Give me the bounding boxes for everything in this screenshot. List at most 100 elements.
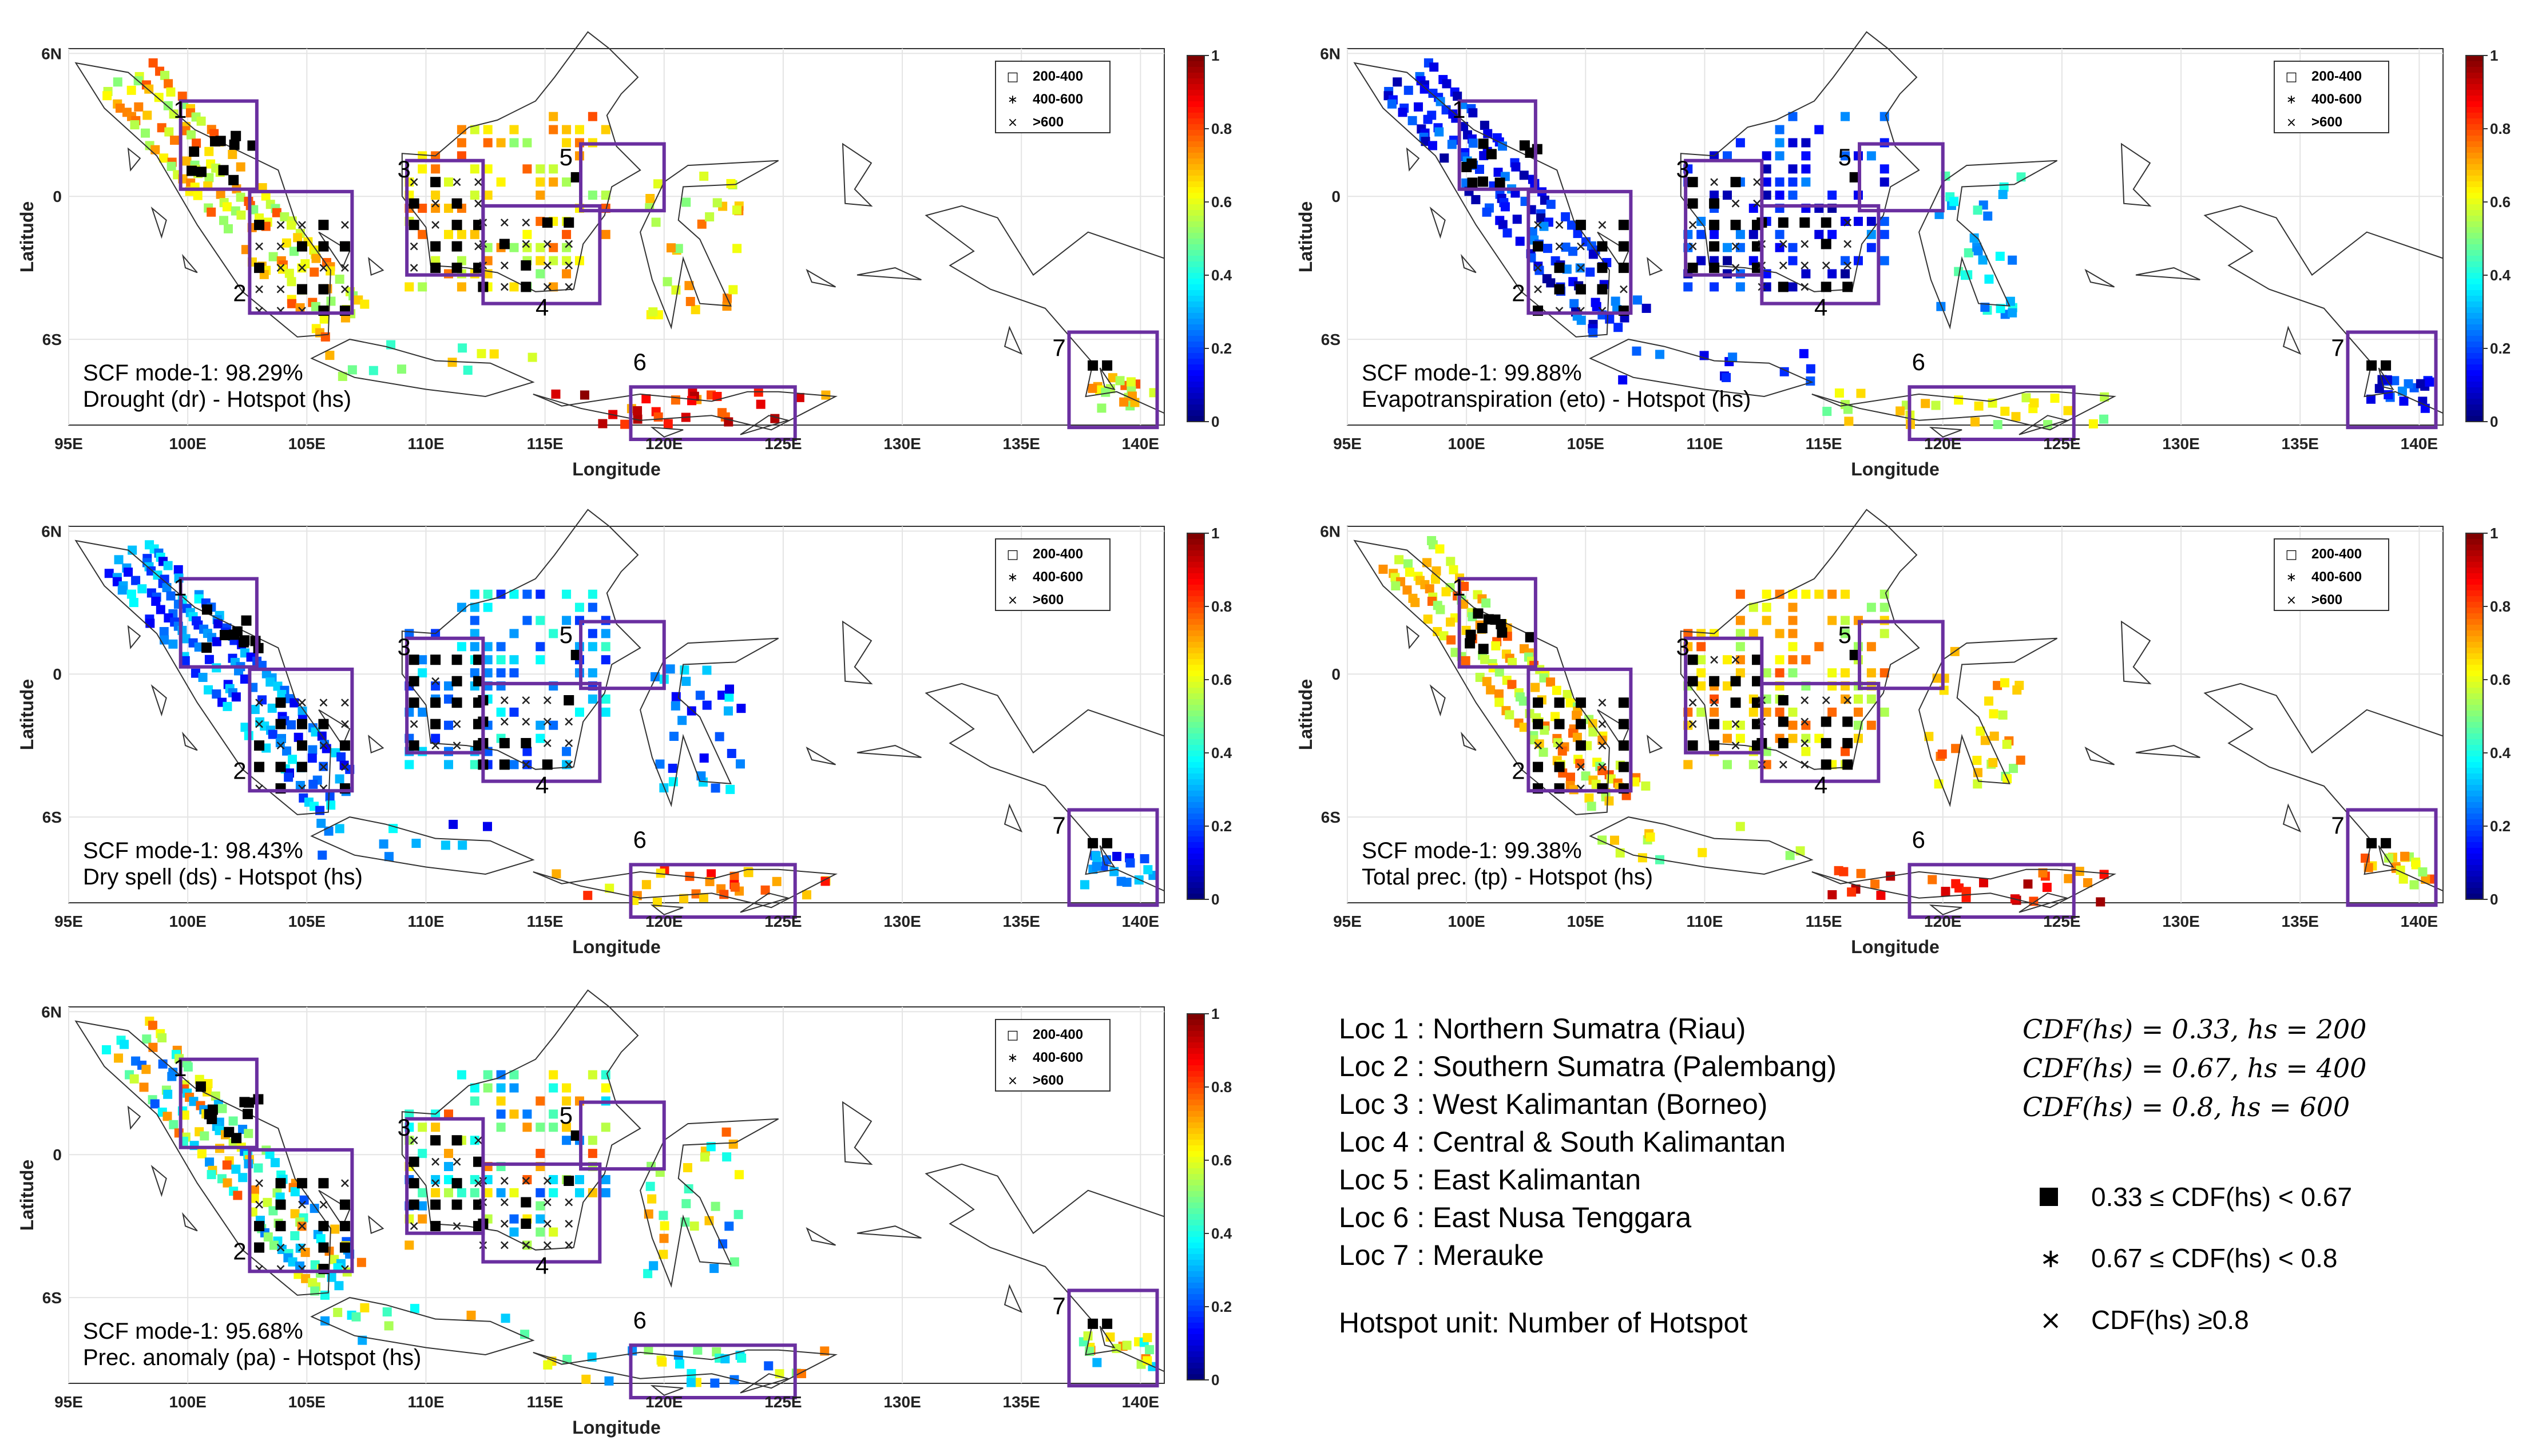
region-label: 7	[1052, 1292, 1065, 1319]
data-cell	[1403, 85, 1413, 95]
data-cell	[1423, 614, 1433, 624]
colorbar-segment	[1187, 1248, 1204, 1255]
data-cell	[231, 692, 241, 702]
data-cell	[1735, 822, 1745, 831]
data-cell	[656, 868, 665, 878]
region-box	[481, 681, 602, 783]
data-cell	[536, 1201, 545, 1211]
data-cell	[536, 269, 545, 279]
hotspot-square-marker	[1575, 220, 1586, 231]
data-cell	[1775, 177, 1784, 187]
colorbar-segment	[1187, 768, 1204, 774]
data-cell	[1762, 164, 1771, 174]
colorbar-segment	[2466, 181, 2483, 188]
hotspot-square-marker	[254, 761, 265, 772]
hotspot-square-marker	[451, 1135, 462, 1146]
colorbar-tick-label: 0	[1211, 413, 1219, 430]
colorbar-segment	[1187, 1151, 1204, 1157]
colorbar-segment	[1187, 1117, 1204, 1123]
x-tick-label: 95E	[54, 435, 83, 453]
data-cell	[1879, 256, 1889, 265]
data-cell	[444, 1162, 454, 1172]
x-tick-label: 95E	[54, 913, 83, 930]
coastline	[2018, 892, 2069, 913]
colorbar-segment	[2466, 376, 2483, 382]
data-cell	[1475, 672, 1485, 682]
colorbar-segment	[1187, 1311, 1204, 1318]
colorbar-segment	[1187, 107, 1204, 113]
hotspot-square-marker	[2381, 360, 2392, 371]
data-cell	[1841, 747, 1850, 756]
colorbar-segment	[2466, 585, 2483, 591]
location-legend: Loc 1 : Northern Sumatra (Riau) Loc 2 : …	[1339, 1010, 1837, 1342]
hotspot-square-marker	[1497, 627, 1508, 638]
hotspot-square-marker	[542, 759, 553, 770]
data-cell	[299, 1195, 309, 1205]
hotspot-square-marker	[1752, 719, 1763, 729]
colorbar-segment	[2466, 284, 2483, 291]
data-cell	[2023, 879, 2033, 889]
y-tick-label: 0	[53, 1146, 62, 1164]
data-cell	[549, 1188, 558, 1197]
colorbar-segment	[2466, 336, 2483, 342]
colorbar-segment	[1187, 1334, 1204, 1340]
data-cell	[699, 171, 709, 181]
coastline	[1680, 31, 1920, 292]
data-cell	[2088, 419, 2098, 429]
hotspot-cross-marker	[522, 1177, 530, 1185]
data-cell	[1762, 177, 1771, 187]
data-cell	[102, 91, 112, 101]
colorbar-segment	[1187, 642, 1204, 648]
data-cell	[680, 665, 689, 675]
region-box	[1760, 204, 1881, 306]
colorbar-tick-label: 1	[1211, 525, 1219, 542]
coastline	[1004, 803, 1023, 833]
data-cell	[702, 665, 712, 675]
data-cell	[549, 720, 558, 730]
data-cell	[588, 112, 597, 121]
colorbar-segment	[1187, 1145, 1204, 1152]
hotspot-cross-marker	[431, 221, 439, 229]
data-cell	[684, 1184, 693, 1193]
region-label: 1	[1452, 96, 1465, 123]
data-cell	[238, 1173, 248, 1183]
colorbar-segment	[1187, 370, 1204, 376]
data-cell	[549, 282, 558, 292]
data-cell	[705, 212, 715, 222]
data-cell	[1788, 243, 1798, 252]
colorbar-segment	[2466, 648, 2483, 654]
data-cell	[168, 639, 178, 649]
map-panel-precipitation-anomaly: 1 2 3 4 5 6 7 95E 100E 105E 110E 115E 120E 125E 130E 13…	[11, 973, 1242, 1442]
colorbar-segment	[1187, 250, 1204, 256]
colorbar-tick-label: 0.4	[2490, 744, 2511, 761]
hotspot-square-marker	[451, 241, 462, 252]
hotspot-square-marker	[318, 241, 329, 252]
data-cell	[1434, 127, 1444, 137]
region-label: 2	[1512, 279, 1525, 306]
colorbar-segment	[2466, 164, 2483, 170]
coastline	[650, 1384, 684, 1396]
location-item: Loc 6 : East Nusa Tenggara	[1339, 1201, 1692, 1233]
colorbar-segment	[2466, 204, 2483, 211]
data-cell	[1979, 878, 1989, 888]
data-cell	[1402, 585, 1412, 595]
colorbar-segment	[1187, 187, 1204, 193]
marker-label: CDF(hs) ≥0.8	[2091, 1305, 2249, 1335]
colorbar-segment	[1187, 404, 1204, 411]
data-cell	[1538, 747, 1548, 757]
region-label: 5	[560, 1102, 573, 1129]
data-cell	[727, 749, 736, 759]
data-cell	[1427, 141, 1437, 150]
colorbar-segment	[1187, 176, 1204, 182]
data-cell	[483, 602, 493, 612]
hotspot-square-marker	[473, 676, 484, 687]
data-cell	[180, 656, 190, 665]
region-label: 1	[1452, 574, 1465, 601]
hotspot-cross-marker	[410, 1222, 418, 1231]
hotspot-cross-marker	[298, 221, 306, 229]
hotspot-cross-marker	[1534, 285, 1542, 293]
hotspot-cross-marker	[1801, 717, 1809, 726]
hotspot-square-marker	[1465, 638, 1476, 649]
data-cell	[1425, 584, 1434, 594]
data-cell	[1585, 267, 1595, 277]
